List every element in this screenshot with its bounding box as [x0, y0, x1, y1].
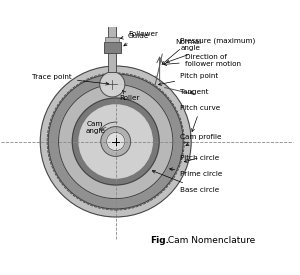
Bar: [104, 42, 121, 53]
Text: Direction of
follower motion: Direction of follower motion: [164, 54, 241, 67]
Text: Pressure (maximum)
angle: Pressure (maximum) angle: [167, 37, 255, 63]
Circle shape: [48, 74, 183, 209]
Circle shape: [79, 105, 152, 178]
Text: Cam
angle: Cam angle: [85, 121, 105, 134]
Circle shape: [58, 84, 173, 199]
Text: Fig.: Fig.: [150, 236, 169, 246]
Text: Pitch circle: Pitch circle: [180, 155, 219, 162]
Circle shape: [72, 98, 159, 185]
Text: Pitch point: Pitch point: [158, 73, 218, 86]
Text: Normal: Normal: [162, 39, 202, 64]
Circle shape: [101, 127, 130, 156]
Text: Follower motion: Follower motion: [0, 274, 1, 275]
Text: Base circle: Base circle: [152, 170, 219, 192]
Text: Follower: Follower: [120, 31, 158, 39]
Circle shape: [106, 132, 125, 151]
Text: Guide: Guide: [124, 33, 149, 46]
Bar: [105, 37, 119, 42]
Text: Cam profile: Cam profile: [180, 134, 222, 145]
Text: Tangent: Tangent: [180, 89, 209, 95]
Text: Prime circle: Prime circle: [170, 168, 223, 177]
Circle shape: [100, 72, 125, 97]
Text: Roller: Roller: [119, 90, 140, 101]
Bar: [108, 26, 116, 72]
Circle shape: [40, 66, 191, 217]
Text: Pitch curve: Pitch curve: [180, 105, 220, 131]
Text: Trace point: Trace point: [32, 75, 109, 85]
Text: Cam Nomenclature: Cam Nomenclature: [165, 236, 255, 246]
